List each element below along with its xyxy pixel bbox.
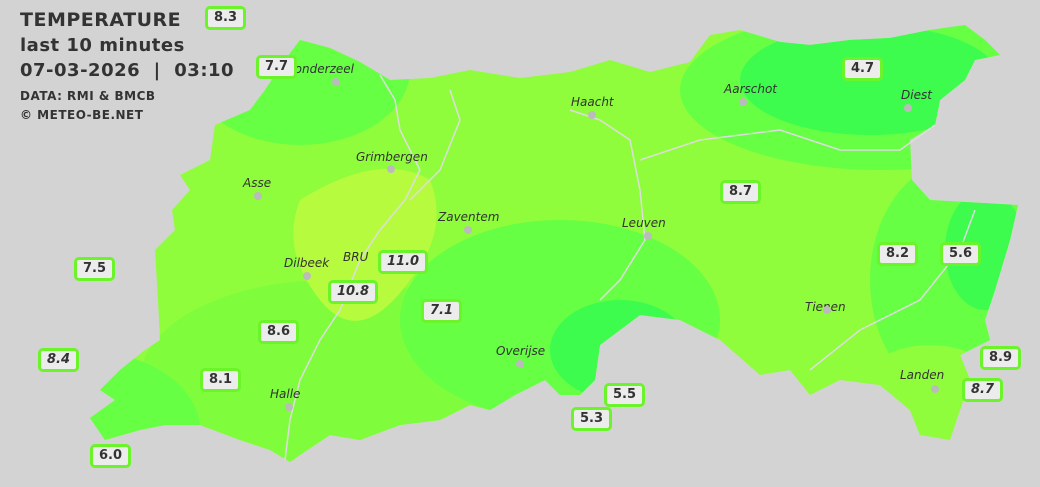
- city-marker: [904, 104, 912, 112]
- city-label: BRU: [343, 250, 369, 264]
- city-marker: [931, 385, 939, 393]
- station-temperature[interactable]: 8.7: [962, 378, 1004, 402]
- river-demer: [639, 124, 936, 161]
- city-marker: [644, 232, 652, 240]
- station-temperature[interactable]: 5.5: [604, 383, 646, 407]
- station-temperature[interactable]: 8.2: [877, 242, 919, 266]
- station-temperature[interactable]: 7.5: [74, 257, 116, 281]
- city-label: Asse: [243, 176, 272, 190]
- station-temperature[interactable]: 8.7: [720, 180, 762, 204]
- zone-sw-cool: [90, 350, 200, 462]
- city-marker: [254, 192, 262, 200]
- city-label: Dilbeek: [284, 256, 330, 270]
- city-label: Halle: [270, 387, 301, 401]
- station-temperature[interactable]: 8.6: [258, 320, 300, 344]
- city-marker: [332, 78, 340, 86]
- station-temperature[interactable]: 11.0: [378, 250, 429, 274]
- station-temperature[interactable]: 8.4: [38, 348, 80, 372]
- station-temperature[interactable]: 6.0: [90, 444, 132, 468]
- station-temperature[interactable]: 4.7: [842, 57, 884, 81]
- city-label: Landen: [900, 368, 945, 382]
- city-marker: [823, 306, 831, 314]
- city-label: Londerzeel: [288, 62, 354, 76]
- city-marker: [739, 98, 747, 106]
- station-temperature[interactable]: 5.3: [571, 407, 613, 431]
- city-label: Zaventem: [438, 210, 500, 224]
- map-datetime: 07-03-2026 | 03:10: [20, 60, 235, 81]
- city-marker: [387, 165, 395, 173]
- station-temperature[interactable]: 5.6: [940, 242, 982, 266]
- city-marker: [303, 272, 311, 280]
- city-label: Overijse: [496, 344, 546, 358]
- city-label: Grimbergen: [356, 150, 428, 164]
- province-border: [809, 209, 976, 371]
- map-subtitle: last 10 minutes: [20, 35, 185, 56]
- river-dyle: [569, 109, 646, 301]
- station-temperature[interactable]: 10.8: [328, 280, 379, 304]
- copyright: © METEO-BE.NET: [20, 108, 144, 122]
- station-temperature[interactable]: 8.9: [980, 346, 1022, 370]
- city-marker: [516, 360, 524, 368]
- canal-line: [284, 74, 421, 461]
- river-line: [409, 89, 461, 201]
- data-source: DATA: RMI & BMCB: [20, 89, 156, 103]
- city-label: Haacht: [571, 95, 614, 109]
- city-marker: [588, 111, 596, 119]
- city-marker: [464, 226, 472, 234]
- city-label: Diest: [901, 88, 932, 102]
- station-temperature[interactable]: 8.1: [200, 368, 242, 392]
- city-label: Aarschot: [724, 82, 777, 96]
- station-temperature[interactable]: 7.7: [256, 55, 298, 79]
- map-title: TEMPERATURE: [20, 9, 182, 31]
- station-temperature[interactable]: 7.1: [421, 299, 463, 323]
- station-temperature[interactable]: 8.3: [205, 6, 247, 30]
- city-label: Leuven: [622, 216, 666, 230]
- city-marker: [285, 403, 293, 411]
